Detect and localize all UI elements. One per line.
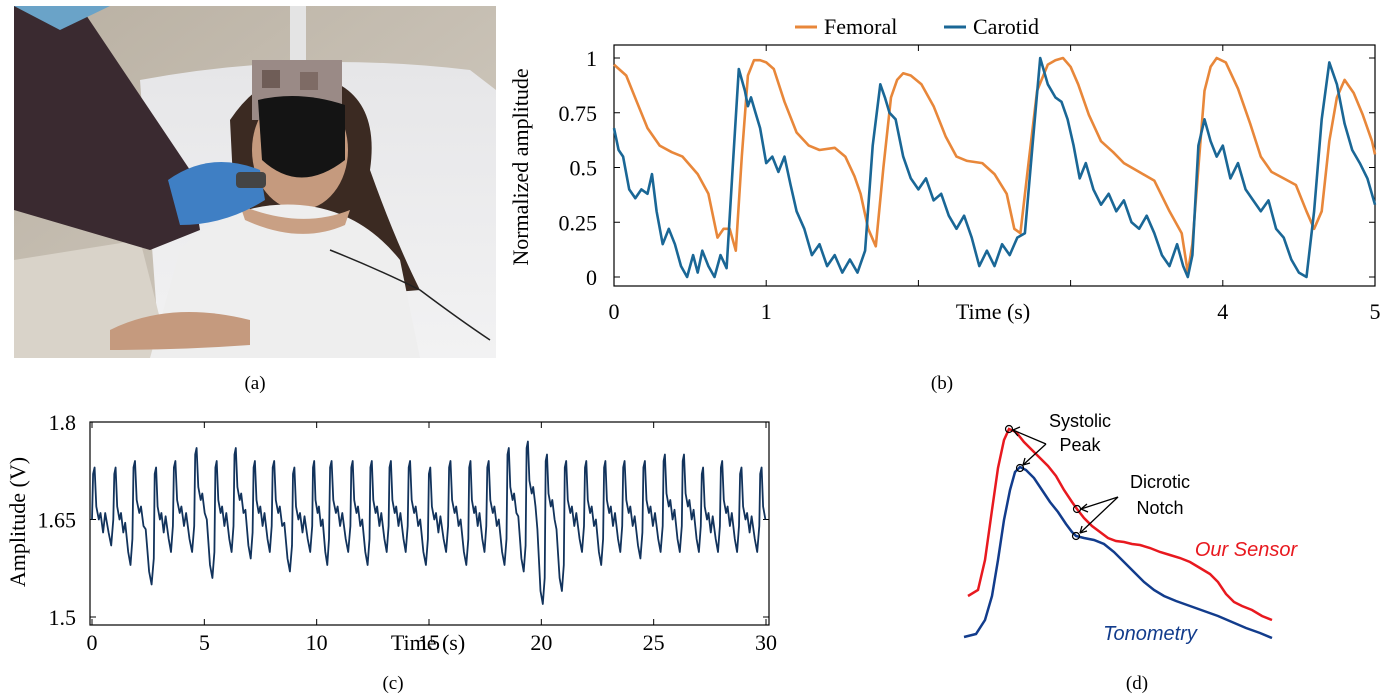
sensor-cable bbox=[329, 249, 491, 341]
systolic-marker-sensor bbox=[1004, 424, 1014, 434]
chart-c-frame bbox=[89, 421, 770, 626]
systolic-label-1: Systolic bbox=[1049, 411, 1111, 431]
chart-c-xtick-label: 15 bbox=[418, 630, 440, 655]
dicrotic-label-1: Dicrotic bbox=[1130, 472, 1190, 492]
chart-c-ytick-label: 1.65 bbox=[38, 508, 77, 533]
operator-arm bbox=[14, 6, 200, 250]
dicrotic-marker-sensor bbox=[1072, 504, 1082, 514]
patient-hand bbox=[110, 312, 250, 350]
wall-fixture bbox=[290, 6, 306, 66]
chart-b-xtick-label: 4 bbox=[1217, 299, 1228, 324]
chart-c-ytick-label: 1.5 bbox=[49, 605, 77, 630]
caption-b: (b) bbox=[931, 373, 953, 394]
chart-c-xtick-label: 25 bbox=[643, 630, 665, 655]
caption-d: (d) bbox=[1126, 673, 1148, 694]
systolic-marker-tonometry bbox=[1015, 463, 1025, 473]
chart-c: 0 5 10 15 20 25 30 1.5 1.65 1.8 Time (s) Amplitud… bbox=[5, 410, 777, 655]
series-carotid bbox=[612, 56, 1377, 279]
chart-c-ytick-label: 1.8 bbox=[49, 410, 77, 435]
chart-b-xtick-label: 5 bbox=[1370, 299, 1381, 324]
caption-a: (a) bbox=[244, 373, 265, 394]
dicrotic-label-2: Notch bbox=[1136, 498, 1183, 518]
chart-b-ytick-label: 0.5 bbox=[570, 156, 598, 181]
chart-b-frame bbox=[613, 44, 1376, 287]
face-mask bbox=[258, 96, 345, 178]
tonometry-curve bbox=[963, 465, 1273, 640]
chart-c-xtick-label: 30 bbox=[755, 630, 777, 655]
series-femoral bbox=[613, 56, 1377, 274]
legend-carotid-label: Carotid bbox=[973, 14, 1039, 39]
chart-b-ytick-label: 0 bbox=[586, 265, 597, 290]
chart-b-ytick-label: 0.25 bbox=[559, 210, 598, 235]
chart-b-xtick-label: 1 bbox=[761, 299, 772, 324]
chart-b-xlabel: Time (s) bbox=[956, 299, 1030, 324]
sensor bbox=[236, 172, 266, 188]
chart-b-ytick-label: 1 bbox=[586, 46, 597, 71]
neck bbox=[240, 205, 350, 234]
chart-d: Systolic Peak Dicrotic Notch Our Sensor … bbox=[963, 411, 1299, 645]
legend-femoral-label: Femoral bbox=[824, 14, 897, 39]
chart-c-xtick-label: 5 bbox=[199, 630, 210, 655]
chart-c-xtick-label: 10 bbox=[306, 630, 328, 655]
chart-c-xlabel: Time (s) bbox=[391, 630, 465, 655]
systolic-label-2: Peak bbox=[1059, 435, 1101, 455]
chart-c-ylabel: Amplitude (V) bbox=[5, 457, 30, 587]
photo-panel bbox=[14, 6, 496, 358]
chart-b-xtick-label: 0 bbox=[609, 299, 620, 324]
our-sensor-curve bbox=[967, 427, 1273, 622]
dicrotic-marker-tonometry bbox=[1071, 531, 1081, 541]
operator-cap bbox=[14, 6, 110, 30]
tonometry-label: Tonometry bbox=[1103, 623, 1198, 645]
chart-b-ylabel: Normalized amplitude bbox=[508, 68, 533, 265]
chart-b: 0 1 4 5 0 0.25 0.5 0.75 1 Femoral Carotid Time (… bbox=[508, 14, 1381, 324]
series-amplitude bbox=[91, 440, 767, 605]
caption-c: (c) bbox=[382, 673, 403, 694]
chart-c-xtick-label: 20 bbox=[530, 630, 552, 655]
chart-b-ytick-label: 0.75 bbox=[559, 101, 598, 126]
our-sensor-label: Our Sensor bbox=[1195, 539, 1299, 561]
annotation-arrows bbox=[1012, 426, 1119, 534]
chart-c-xtick-label: 0 bbox=[87, 630, 98, 655]
